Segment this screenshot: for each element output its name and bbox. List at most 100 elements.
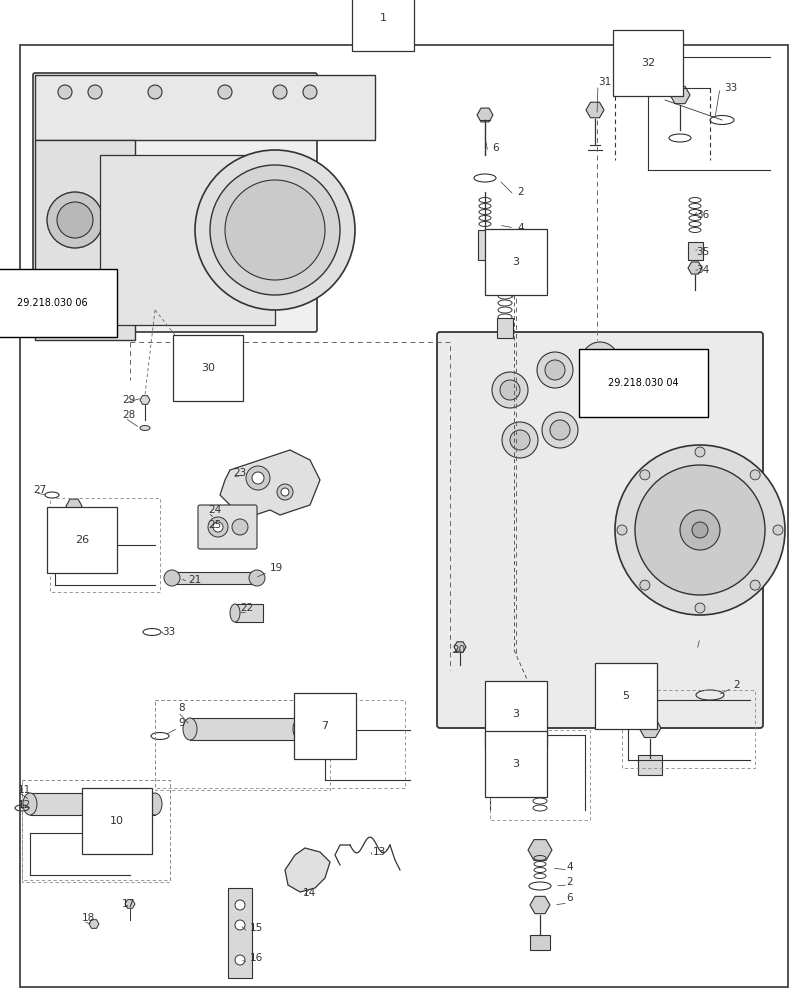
Circle shape [545, 360, 565, 380]
Polygon shape [454, 642, 466, 652]
Circle shape [88, 85, 102, 99]
Circle shape [218, 85, 232, 99]
Circle shape [773, 525, 783, 535]
Text: 3: 3 [512, 709, 520, 719]
Circle shape [235, 920, 245, 930]
Text: 2: 2 [566, 877, 573, 887]
Text: 27: 27 [33, 485, 46, 495]
Text: 25: 25 [208, 520, 221, 530]
FancyBboxPatch shape [33, 73, 317, 332]
Circle shape [235, 955, 245, 965]
Circle shape [57, 202, 93, 238]
Circle shape [750, 470, 760, 480]
Text: 29: 29 [122, 395, 135, 405]
Polygon shape [477, 108, 493, 122]
Text: 3: 3 [512, 257, 520, 267]
Circle shape [750, 580, 760, 590]
Text: 32: 32 [641, 58, 655, 68]
Bar [638, 755, 662, 775]
Text: 24: 24 [208, 505, 221, 515]
Text: 33: 33 [162, 627, 175, 637]
Text: 10: 10 [110, 816, 124, 826]
Text: 8: 8 [178, 703, 184, 713]
Polygon shape [140, 396, 150, 404]
Polygon shape [528, 840, 552, 860]
Polygon shape [639, 718, 661, 738]
Text: 28: 28 [122, 410, 135, 420]
Text: 20: 20 [452, 645, 465, 655]
Circle shape [635, 465, 765, 595]
Bar [497, 318, 513, 338]
Circle shape [590, 350, 610, 370]
Circle shape [148, 85, 162, 99]
Circle shape [582, 342, 618, 378]
Text: 14: 14 [303, 888, 316, 898]
Circle shape [225, 180, 325, 280]
Circle shape [303, 85, 317, 99]
Circle shape [640, 470, 650, 480]
Circle shape [213, 522, 223, 532]
Text: 23: 23 [233, 468, 246, 478]
Circle shape [249, 570, 265, 586]
Circle shape [542, 412, 578, 448]
Text: 33: 33 [724, 83, 737, 93]
Text: 31: 31 [598, 77, 611, 87]
Bar [688, 242, 703, 260]
Text: 13: 13 [373, 847, 386, 857]
Circle shape [281, 488, 289, 496]
Polygon shape [89, 920, 99, 928]
Text: 1: 1 [380, 13, 386, 23]
Text: 11: 11 [18, 785, 32, 795]
Text: 6: 6 [566, 893, 573, 903]
Circle shape [510, 430, 530, 450]
Text: 3: 3 [512, 759, 520, 769]
Polygon shape [220, 450, 320, 515]
Polygon shape [199, 362, 211, 372]
Circle shape [550, 420, 570, 440]
Circle shape [164, 570, 180, 586]
Bar [228, 888, 252, 978]
Text: 36: 36 [696, 210, 709, 220]
Text: 5: 5 [622, 691, 629, 701]
Circle shape [502, 422, 538, 458]
Text: 34: 34 [696, 265, 709, 275]
Ellipse shape [140, 426, 150, 430]
Ellipse shape [293, 718, 307, 740]
Text: 9: 9 [178, 718, 184, 728]
Polygon shape [125, 900, 135, 908]
Circle shape [47, 192, 103, 248]
Bar [35, 140, 135, 340]
Circle shape [640, 580, 650, 590]
Polygon shape [586, 102, 604, 118]
Ellipse shape [23, 793, 37, 815]
Text: 2: 2 [517, 187, 524, 197]
Bar [30, 793, 155, 815]
Text: 18: 18 [82, 913, 95, 923]
Polygon shape [670, 86, 690, 104]
Ellipse shape [230, 604, 240, 622]
Ellipse shape [183, 718, 197, 740]
Text: 15: 15 [250, 923, 263, 933]
Bar [172, 572, 257, 584]
Text: 21: 21 [188, 575, 201, 585]
Circle shape [125, 180, 265, 320]
Circle shape [492, 372, 528, 408]
Ellipse shape [148, 793, 162, 815]
Circle shape [277, 484, 293, 500]
Text: 17: 17 [122, 899, 135, 909]
Circle shape [537, 352, 573, 388]
Bar [530, 935, 550, 950]
Text: 12: 12 [18, 800, 32, 810]
Text: 19: 19 [270, 563, 284, 573]
Circle shape [500, 380, 520, 400]
Circle shape [246, 466, 270, 490]
Polygon shape [66, 499, 82, 513]
Polygon shape [688, 262, 702, 274]
Circle shape [232, 519, 248, 535]
Circle shape [58, 85, 72, 99]
Circle shape [252, 472, 264, 484]
Circle shape [195, 150, 355, 310]
Text: 30: 30 [201, 363, 215, 373]
Circle shape [210, 165, 340, 295]
Bar [478, 230, 492, 260]
